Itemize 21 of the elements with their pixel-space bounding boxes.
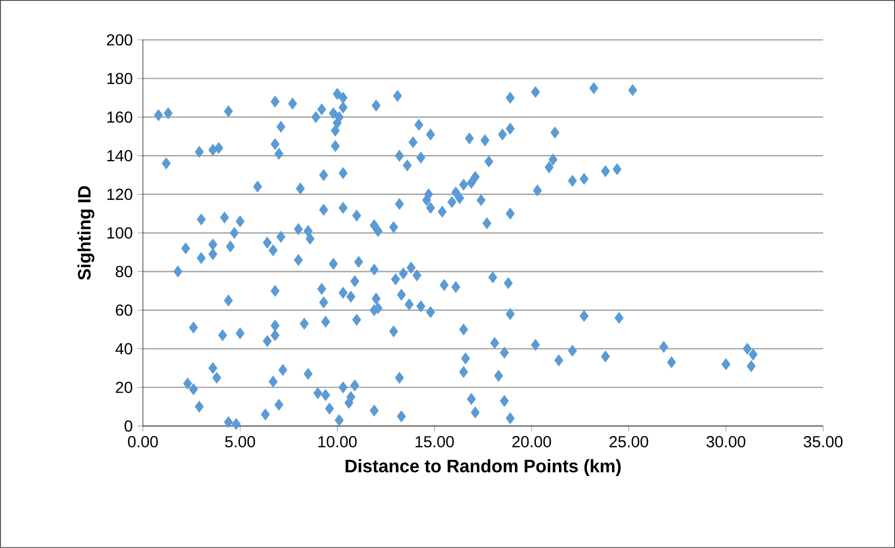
x-tick-label: 10.00: [318, 436, 357, 448]
x-tick-label: 25.00: [610, 436, 648, 448]
x-tick-label: 0.00: [128, 436, 158, 448]
y-tick-label: 140: [107, 150, 132, 162]
x-tick-label: 35.00: [804, 436, 843, 448]
x-tick-label: 30.00: [706, 436, 746, 448]
y-tick-label: 100: [107, 227, 132, 239]
y-tick-label: 60: [116, 304, 132, 316]
x-tick-label: 20.00: [512, 436, 552, 448]
y-tick-label: 180: [107, 72, 132, 84]
y-tick-label: 40: [115, 343, 132, 354]
y-tick-label: 80: [116, 266, 132, 278]
y-tick-label: 0: [124, 420, 132, 432]
y-axis-title: Sighting ID: [77, 186, 94, 280]
y-tick-label: 160: [107, 111, 132, 123]
y-tick-label: 120: [107, 188, 132, 200]
x-tick-label: 15.00: [416, 436, 454, 448]
x-tick-label: 5.00: [225, 436, 256, 448]
y-tick-label: 200: [106, 34, 132, 46]
y-tick-label: 20: [116, 382, 132, 394]
x-axis-title: Distance to Random Points (km): [346, 459, 621, 476]
